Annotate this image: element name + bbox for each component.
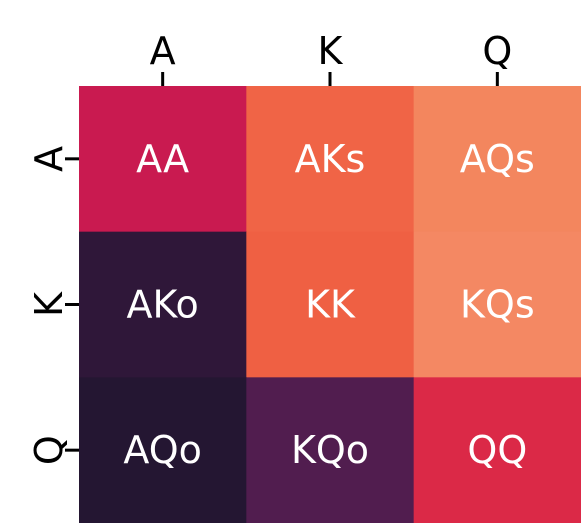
- cell-label-aa: AA: [136, 137, 189, 181]
- heatmap-cell-aqs: [413, 86, 581, 233]
- heatmap-cell-qq: [413, 377, 581, 523]
- x-tick-label-k: K: [318, 29, 344, 73]
- cell-label-kk: KK: [305, 283, 356, 327]
- heatmap-cell-aks: [246, 86, 415, 233]
- cell-label-kqo: KQo: [291, 428, 369, 472]
- heatmap-cell-aa: [79, 86, 247, 233]
- heatmap-cell-kqs: [413, 231, 581, 378]
- heatmap-cell-aqo: [79, 377, 247, 523]
- cell-label-kqs: KQs: [460, 283, 535, 327]
- y-tick-label-a: A: [27, 146, 71, 172]
- cell-label-qq: QQ: [467, 428, 527, 472]
- heatmap-cells: [79, 86, 581, 523]
- y-axis-left: A K Q: [27, 146, 79, 465]
- cell-label-aqs: AQs: [460, 137, 535, 181]
- heatmap-cell-labels: AA AKs AQs AKo KK KQs AQo KQo QQ: [123, 137, 534, 472]
- heatmap-cell-kqo: [246, 377, 415, 523]
- heatmap-cell-kk: [246, 231, 415, 378]
- cell-label-aks: AKs: [295, 137, 366, 181]
- x-tick-label-a: A: [150, 29, 176, 73]
- cell-label-ako: AKo: [127, 283, 199, 327]
- y-tick-label-q: Q: [27, 435, 71, 465]
- cell-label-aqo: AQo: [123, 428, 202, 472]
- x-tick-label-q: Q: [482, 29, 512, 73]
- heatmap-cell-ako: [79, 231, 247, 378]
- y-tick-label-k: K: [27, 291, 71, 317]
